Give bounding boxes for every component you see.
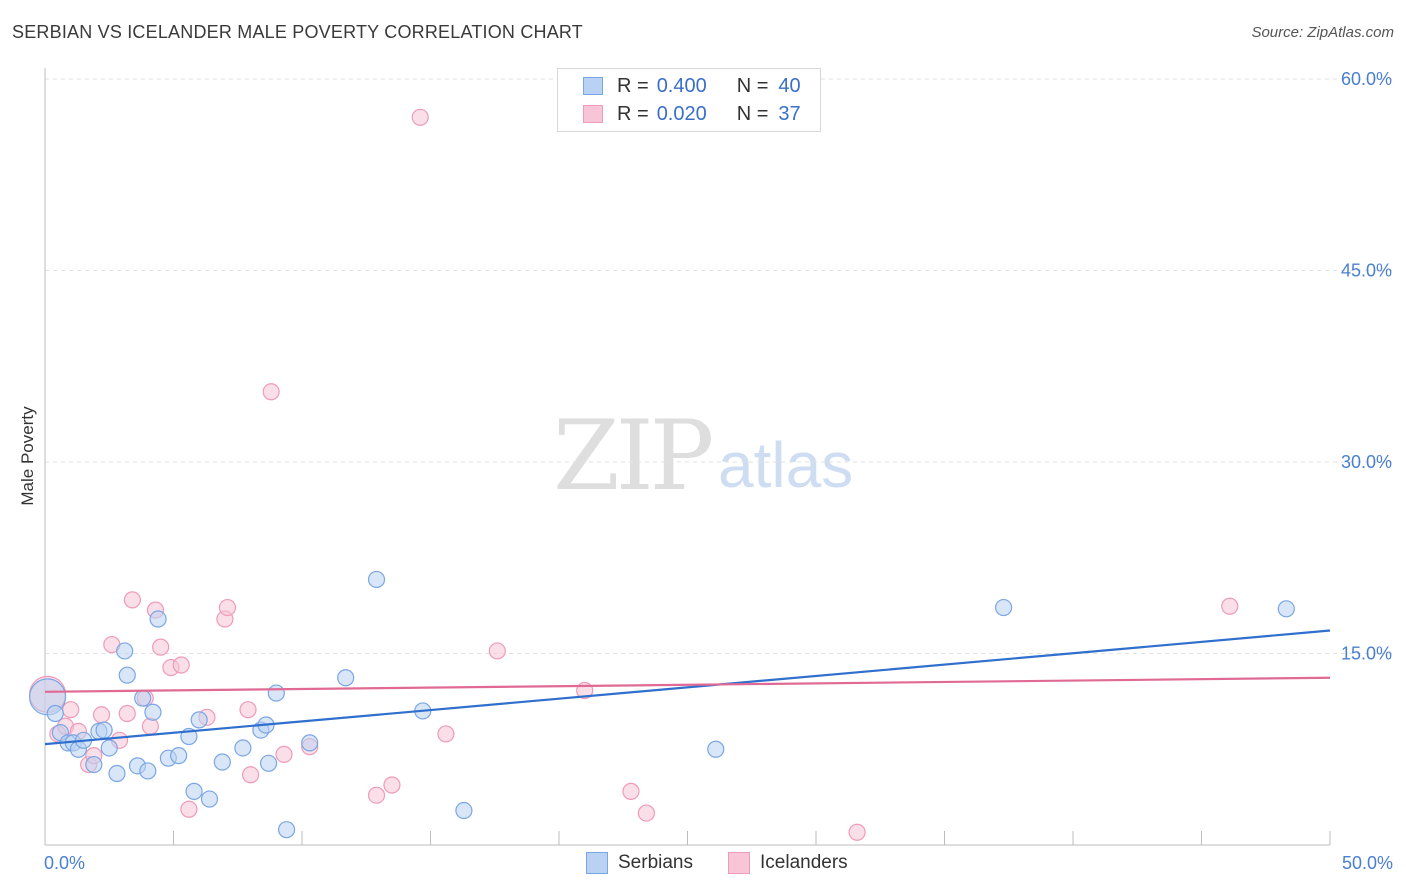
serbians-trend-line [44, 629, 1331, 746]
series-legend: Serbians Icelanders [0, 852, 1406, 876]
serbians-point [337, 669, 355, 687]
icelanders-point [637, 804, 655, 822]
serbians-point [116, 642, 134, 660]
chart-title: SERBIAN VS ICELANDER MALE POVERTY CORREL… [12, 22, 584, 42]
serbians-swatch [583, 77, 603, 95]
serbians-legend-swatch [586, 852, 608, 874]
serbians-point [301, 734, 319, 752]
serbians-point [185, 782, 203, 800]
icelanders-point [239, 701, 257, 719]
stats-legend: R = 0.400 N = 40 R = 0.020 N = 37 [557, 68, 821, 132]
serbians-point [190, 711, 208, 729]
legend-row-icelanders: R = 0.020 N = 37 [558, 100, 801, 128]
serbians-point [108, 764, 126, 783]
source-note: Source: ZipAtlas.com [1251, 24, 1394, 41]
serbians-point [259, 754, 278, 772]
legend-item-icelanders[interactable]: Icelanders [728, 852, 848, 874]
serbians-point [995, 598, 1013, 617]
y-tick-label: 45.0% [1341, 261, 1392, 281]
icelanders-point [180, 800, 198, 818]
x-tick-label-min: 0.0% [44, 853, 85, 873]
y-tick-label: 30.0% [1341, 452, 1392, 472]
serbians-point [144, 703, 162, 721]
serbians-point [707, 740, 725, 758]
icelanders-point [437, 725, 455, 743]
serbians-point [139, 762, 157, 780]
icelanders-legend-label: Icelanders [760, 852, 848, 873]
x-tick-label-max: 50.0% [1342, 853, 1393, 873]
icelanders-r-value: 0.020 [656, 102, 707, 125]
serbians-point [85, 755, 103, 774]
legend-item-serbians[interactable]: Serbians [586, 852, 693, 874]
icelanders-point [172, 656, 190, 674]
icelanders-point [262, 383, 280, 401]
icelanders-point [275, 745, 293, 763]
y-tick-label: 15.0% [1341, 644, 1392, 664]
serbians-r-value: 0.400 [656, 74, 707, 97]
icelanders-trend-line [44, 676, 1331, 693]
icelanders-point [123, 591, 141, 609]
serbians-point [149, 610, 167, 628]
serbians-point [134, 689, 152, 707]
icelanders-point [118, 704, 136, 723]
icelanders-point [383, 776, 401, 794]
y-tick-label: 60.0% [1341, 69, 1392, 89]
serbians-r-label: R = [617, 74, 649, 97]
icelanders-point [1221, 597, 1239, 615]
serbians-point [95, 721, 113, 739]
icelanders-point [848, 823, 866, 841]
serbians-point [213, 753, 231, 771]
serbians-point [100, 739, 118, 757]
icelanders-point [367, 786, 386, 804]
serbians-point [277, 821, 296, 839]
serbians-point [200, 790, 219, 808]
serbians-point [170, 747, 188, 765]
icelanders-r-label: R = [617, 102, 649, 125]
watermark-atlas: atlas [718, 429, 854, 501]
watermark-zip: ZIP [553, 400, 714, 512]
icelanders-point [242, 766, 260, 784]
serbians-point [118, 666, 136, 684]
icelanders-point [411, 108, 429, 126]
icelanders-point [152, 638, 170, 656]
icelanders-point [141, 717, 159, 735]
serbians-n-value: 40 [778, 74, 801, 97]
serbians-point [267, 684, 285, 702]
serbians-legend-label: Serbians [618, 852, 693, 873]
icelanders-point [62, 701, 80, 719]
icelanders-n-value: 37 [778, 102, 801, 125]
icelanders-point [622, 782, 640, 800]
serbians-point [455, 801, 473, 820]
serbians-n-label: N = [736, 74, 769, 97]
legend-row-serbians: R = 0.400 N = 40 [558, 72, 801, 100]
icelanders-n-label: N = [736, 102, 769, 125]
serbians-point [46, 704, 64, 723]
serbians-point [367, 570, 386, 589]
icelanders-point [488, 642, 506, 660]
icelanders-point [218, 598, 237, 617]
icelanders-swatch [583, 105, 603, 123]
icelanders-point [92, 706, 111, 724]
serbians-point [234, 739, 252, 757]
serbians-point [1277, 600, 1295, 618]
icelanders-legend-swatch [728, 852, 750, 874]
